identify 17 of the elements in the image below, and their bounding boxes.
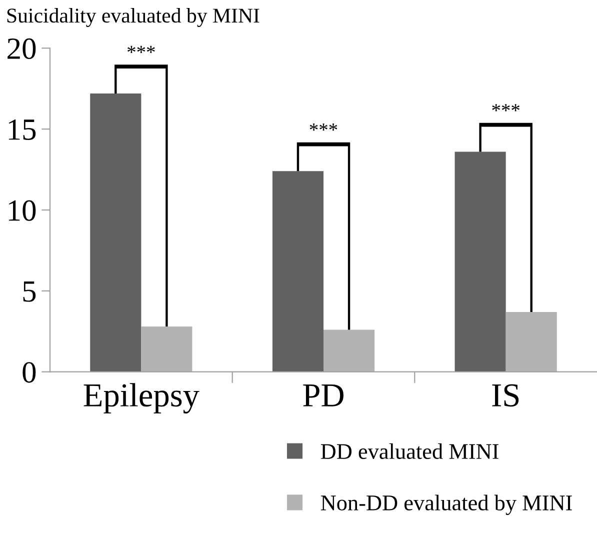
legend-label: Non-DD evaluated by MINI [320, 494, 572, 515]
y-tick-label: 5 [23, 282, 36, 302]
legend-label: DD evaluated MINI [320, 443, 498, 460]
y-tick-label: 10 [8, 200, 36, 221]
annotation: *** [310, 124, 338, 131]
x-tick-label: PD [303, 384, 344, 406]
y-tick-label: 15 [8, 120, 36, 140]
bar [141, 326, 192, 372]
bar [324, 330, 375, 372]
x-tick-label: IS [492, 384, 519, 407]
annotation: *** [128, 46, 155, 53]
y-tick-label: 0 [22, 362, 36, 383]
bar [506, 312, 557, 372]
y-tick-label: 20 [8, 38, 36, 60]
annotation: *** [492, 104, 520, 112]
chart-title: Suicidality evaluated by MINI [7, 8, 260, 27]
x-tick-label: Epilepsy [84, 383, 200, 414]
